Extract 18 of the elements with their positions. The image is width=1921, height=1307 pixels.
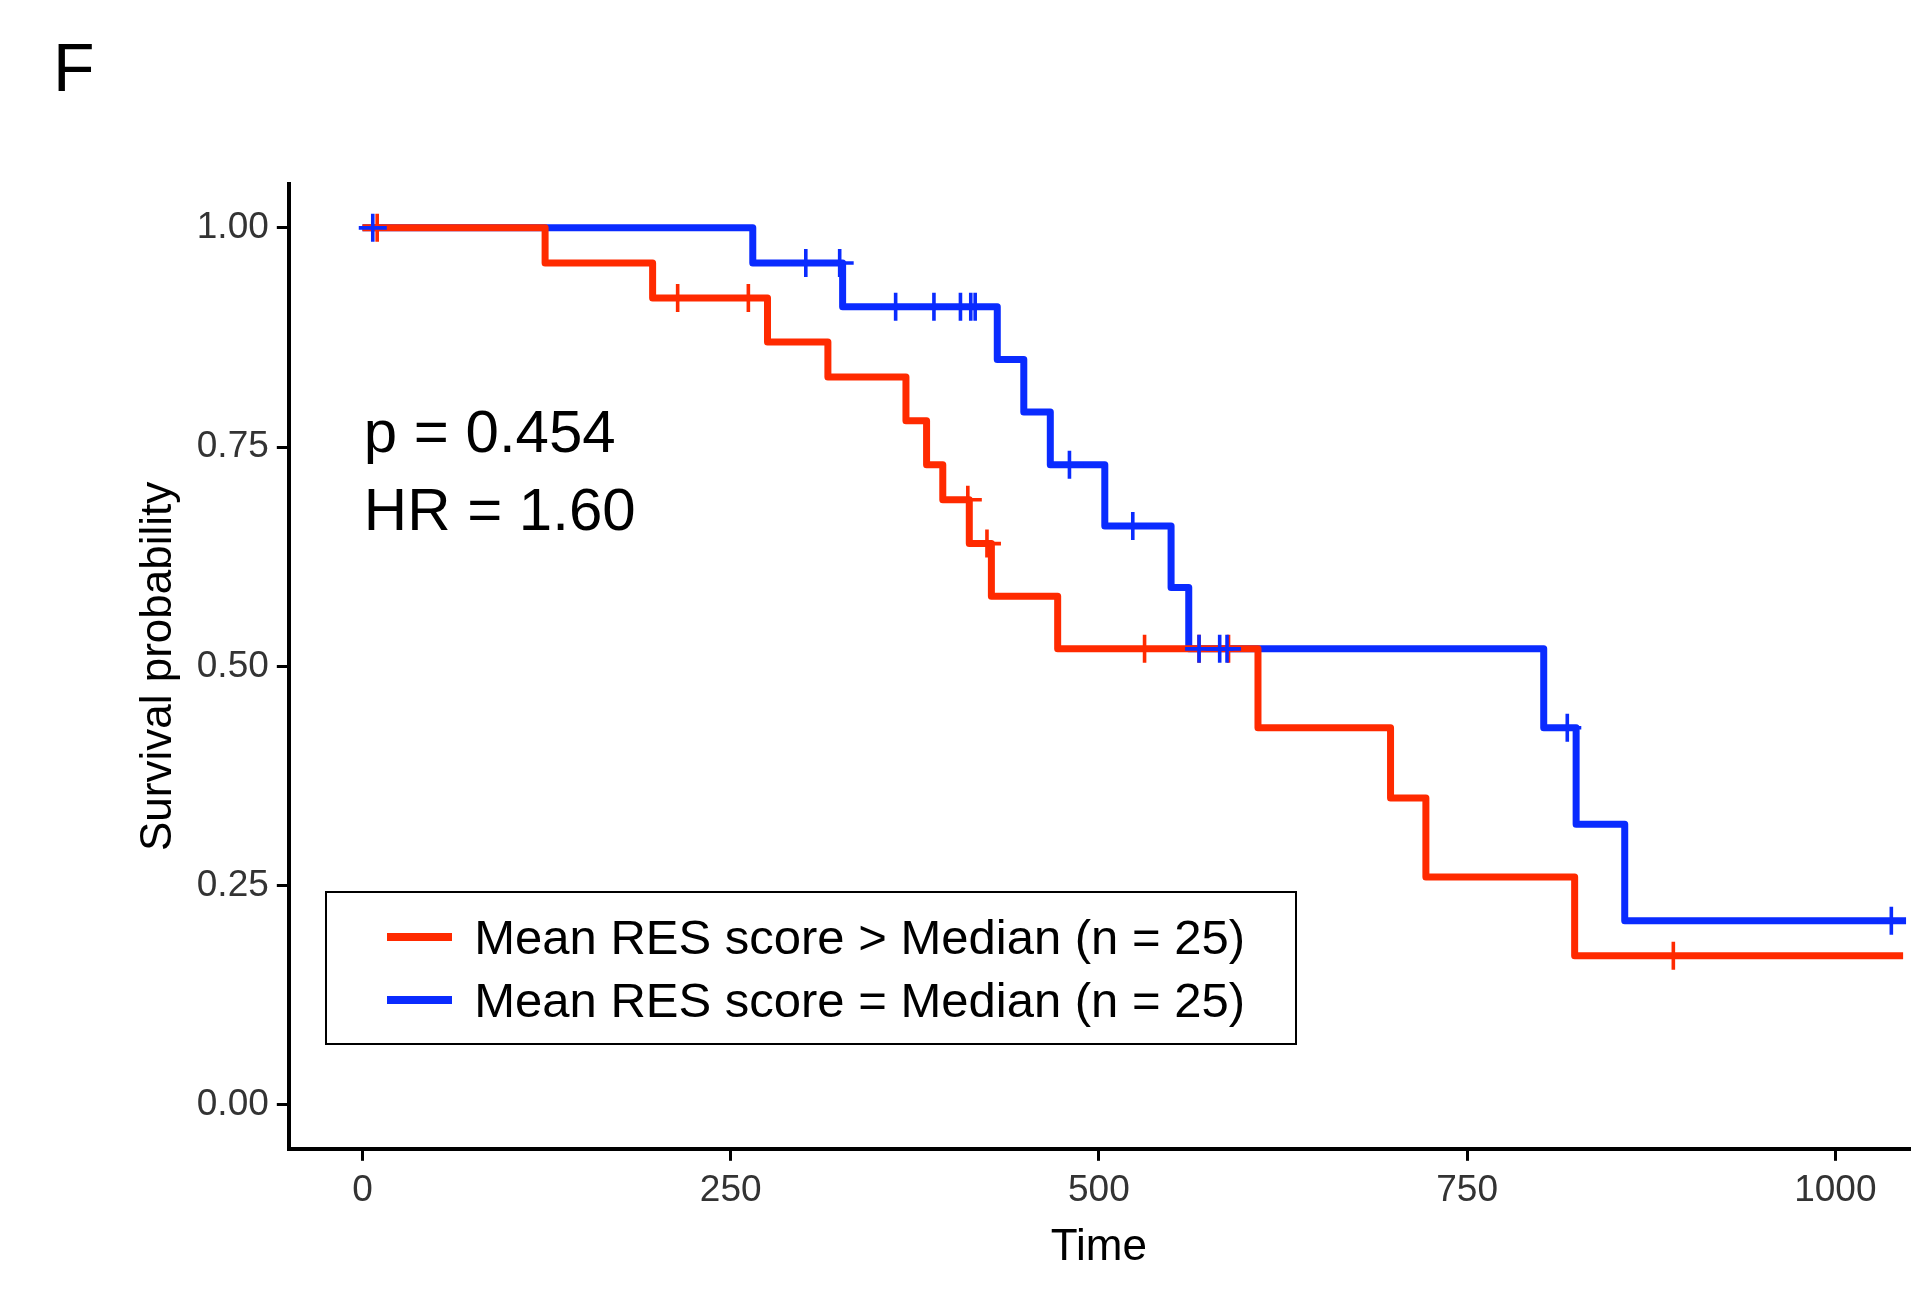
x-axis-title: Time	[1050, 1219, 1147, 1269]
y-tick-label: 0.75	[196, 424, 269, 466]
x-tick-label: 1000	[1794, 1168, 1877, 1210]
y-tick-label: 1.00	[196, 205, 269, 247]
x-tick-label: 250	[699, 1168, 762, 1210]
annotation: HR = 1.60	[363, 476, 636, 543]
chart-title: F	[53, 28, 95, 106]
x-tick-label: 750	[1436, 1168, 1498, 1210]
legend-label: Mean RES score > Median (n = 25)	[474, 908, 1245, 965]
annotation: p = 0.454	[363, 398, 616, 465]
point	[358, 213, 387, 242]
y-tick-label: 0.00	[196, 1082, 269, 1124]
legend-label: Mean RES score = Median (n = 25)	[474, 971, 1245, 1028]
y-tick-label: 0.25	[196, 862, 269, 904]
y-tick-label: 0.50	[196, 643, 269, 685]
x-tick-label: 0	[352, 1168, 373, 1210]
y-axis-title: Survival probability	[130, 481, 180, 852]
x-tick-label: 500	[1068, 1168, 1130, 1210]
